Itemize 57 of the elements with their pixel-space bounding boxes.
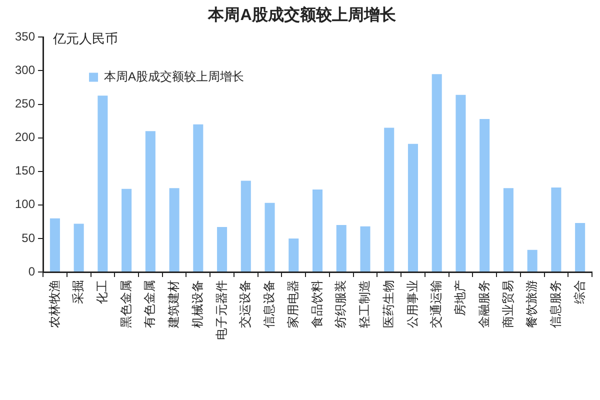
y-tick-label: 250 (14, 96, 36, 111)
x-tick-label: 信息设备 (262, 280, 276, 328)
bar (503, 188, 514, 272)
bar (312, 189, 323, 272)
bar (384, 128, 394, 272)
x-tick-label: 金融服务 (476, 280, 491, 328)
x-tick-label: 房地产 (453, 280, 468, 316)
bar (122, 188, 132, 272)
y-tick-label: 100 (14, 197, 36, 212)
bar (408, 144, 418, 272)
y-tick-label: 50 (22, 230, 36, 245)
x-tick-label: 采掘 (71, 280, 86, 304)
bar (288, 238, 299, 272)
x-tick-label: 医药生物 (381, 280, 396, 328)
x-tick-label: 综合 (572, 280, 586, 304)
x-tick-label: 信息服务 (548, 280, 563, 328)
bar (74, 224, 84, 272)
x-tick-label: 交运设备 (238, 280, 252, 328)
x-tick-label: 家用电器 (286, 280, 300, 328)
x-tick-label: 纺织服装 (334, 280, 348, 328)
bar (50, 218, 60, 272)
x-tick-label: 餐饮旅游 (524, 280, 539, 328)
bar (193, 124, 204, 272)
y-tick-label: 150 (14, 164, 36, 178)
x-tick-label: 电子元器件 (214, 280, 228, 340)
x-tick-label: 黑色金属 (118, 280, 133, 328)
bar (169, 188, 180, 272)
x-tick-label: 轻工制造 (358, 280, 372, 328)
bar (432, 74, 442, 272)
bar (480, 119, 490, 272)
bar (336, 225, 346, 272)
y-tick-label: 200 (14, 130, 36, 144)
x-tick-label: 公用事业 (405, 280, 420, 328)
bar (217, 227, 228, 272)
bar (575, 223, 586, 272)
x-tick-label: 食品饮料 (310, 280, 324, 328)
legend-label: 本周A股成交额较上周增长 (104, 70, 244, 84)
chart-title: 本周A股成交额较上周增长 (207, 5, 397, 24)
y-tick-label: 0 (28, 264, 36, 278)
x-tick-label: 建筑建材 (166, 280, 181, 329)
bar (98, 96, 108, 272)
x-tick-label: 机械设备 (190, 280, 204, 328)
x-tick-label: 有色金属 (142, 280, 157, 328)
bar (527, 250, 538, 272)
x-tick-label: 化工 (95, 280, 110, 304)
x-tick-label: 农林牧渔 (47, 280, 62, 328)
bar (145, 131, 156, 272)
y-tick-label: 350 (14, 30, 36, 44)
bar (264, 202, 275, 272)
bar (360, 226, 370, 272)
bar (456, 94, 466, 272)
bar (551, 187, 562, 272)
y-tick-label: 300 (14, 63, 36, 78)
y-axis-title: 亿元人民币 (52, 30, 118, 46)
x-tick-label: 商业贸易 (500, 280, 515, 328)
x-tick-label: 交通运输 (429, 280, 444, 328)
bar (240, 180, 251, 272)
